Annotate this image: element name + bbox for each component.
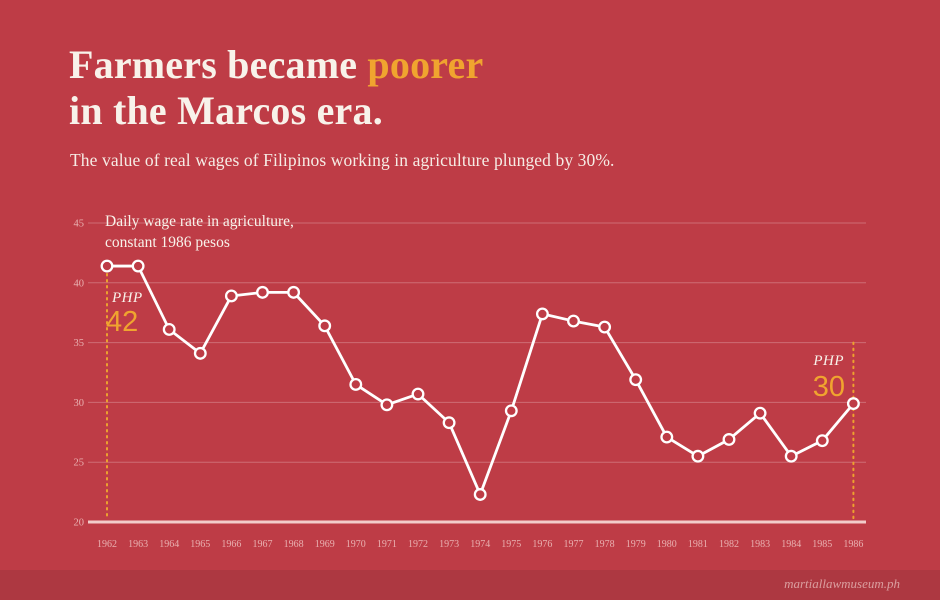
data-point-1967 (256, 285, 269, 299)
end-label-value: 30 (813, 371, 845, 403)
chart-dotted-guides (106, 273, 855, 521)
data-point-1968 (287, 285, 301, 299)
x-tick-label-1969: 1969 (315, 539, 335, 550)
start-label-value: 42 (106, 306, 138, 338)
chart-annotation-line2: constant 1986 pesos (105, 234, 230, 251)
wage-line (105, 264, 855, 496)
y-tick-label-40: 40 (74, 278, 85, 289)
y-tick-label-20: 20 (74, 518, 85, 529)
x-tick-label-1985: 1985 (812, 539, 832, 550)
data-point-1971 (380, 398, 394, 412)
x-tick-label-1984: 1984 (781, 539, 801, 550)
page-title: Farmers became poorer in the Marcos era. (69, 42, 483, 134)
y-tick-label-25: 25 (74, 458, 85, 469)
data-point-1982 (722, 433, 736, 446)
x-tick-label-1978: 1978 (595, 539, 615, 550)
start-label-currency: PHP (111, 290, 143, 306)
footer-band: martiallawmuseum.ph (0, 570, 940, 600)
wage-line-chart: 20 25 30 35 40 45 1962 1963 1964 1965 1966 1967 1968… (0, 200, 940, 560)
data-point-1966 (224, 289, 238, 303)
data-point-1981 (691, 449, 705, 463)
data-point-1965 (193, 346, 207, 360)
data-point-1964 (162, 322, 176, 336)
data-point-1970 (349, 378, 363, 391)
watermark-link: martiallawmuseum.ph (784, 576, 900, 591)
x-tick-label-1967: 1967 (253, 539, 273, 550)
x-tick-label-1973: 1973 (439, 539, 459, 550)
chart-svg: 20 25 30 35 40 45 1962 1963 1964 1965 1966 1967 1968… (74, 213, 866, 551)
y-tick-label-30: 30 (74, 398, 85, 409)
x-tick-label-1983: 1983 (750, 539, 770, 550)
data-point-1980 (660, 430, 674, 444)
chart-gridlines (88, 222, 866, 524)
x-tick-label-1982: 1982 (719, 539, 739, 550)
x-tick-label-1962: 1962 (97, 539, 117, 550)
data-point-1976 (535, 307, 549, 321)
x-tick-label-1963: 1963 (128, 539, 148, 550)
data-point-1974 (473, 488, 487, 501)
data-point-1983 (753, 406, 767, 420)
data-point-1969 (318, 319, 332, 333)
data-point-1979 (629, 373, 643, 387)
x-tick-label-1975: 1975 (501, 539, 521, 550)
data-point-1973 (442, 416, 456, 430)
x-tick-label-1965: 1965 (190, 539, 210, 550)
chart-tick-labels: 20 25 30 35 40 45 1962 1963 1964 1965 1966 1967 1968… (74, 219, 864, 551)
end-label-currency: PHP (812, 353, 844, 369)
data-point-1975 (504, 404, 518, 418)
data-point-1978 (598, 320, 612, 334)
x-tick-label-1979: 1979 (626, 539, 646, 550)
data-point-1985 (815, 434, 829, 448)
data-point-1962 (100, 259, 114, 273)
y-tick-label-35: 35 (74, 338, 85, 349)
data-point-1963 (131, 259, 145, 273)
x-tick-label-1970: 1970 (346, 539, 366, 550)
x-tick-label-1981: 1981 (688, 539, 708, 550)
title-line1-accent: poorer (367, 42, 484, 87)
chart-annotation-line1: Daily wage rate in agriculture, (105, 213, 294, 230)
x-tick-label-1974: 1974 (470, 539, 490, 550)
data-point-1984 (784, 449, 798, 463)
x-tick-label-1976: 1976 (532, 539, 552, 550)
title-line1-white: Farmers became (69, 42, 368, 87)
chart-series (100, 259, 860, 501)
x-tick-label-1971: 1971 (377, 539, 397, 550)
x-tick-label-1964: 1964 (159, 539, 179, 550)
data-point-1972 (411, 387, 425, 401)
data-point-1986 (846, 397, 860, 411)
x-tick-label-1966: 1966 (221, 539, 241, 550)
x-tick-label-1980: 1980 (657, 539, 677, 550)
x-tick-label-1972: 1972 (408, 539, 428, 550)
x-tick-label-1977: 1977 (564, 539, 584, 550)
data-point-1977 (567, 314, 580, 328)
y-tick-label-45: 45 (74, 219, 85, 230)
x-tick-label-1986: 1986 (843, 539, 863, 550)
title-line2: in the Marcos era. (69, 88, 383, 133)
x-tick-label-1968: 1968 (284, 539, 304, 550)
subtitle: The value of real wages of Filipinos wor… (70, 150, 615, 170)
